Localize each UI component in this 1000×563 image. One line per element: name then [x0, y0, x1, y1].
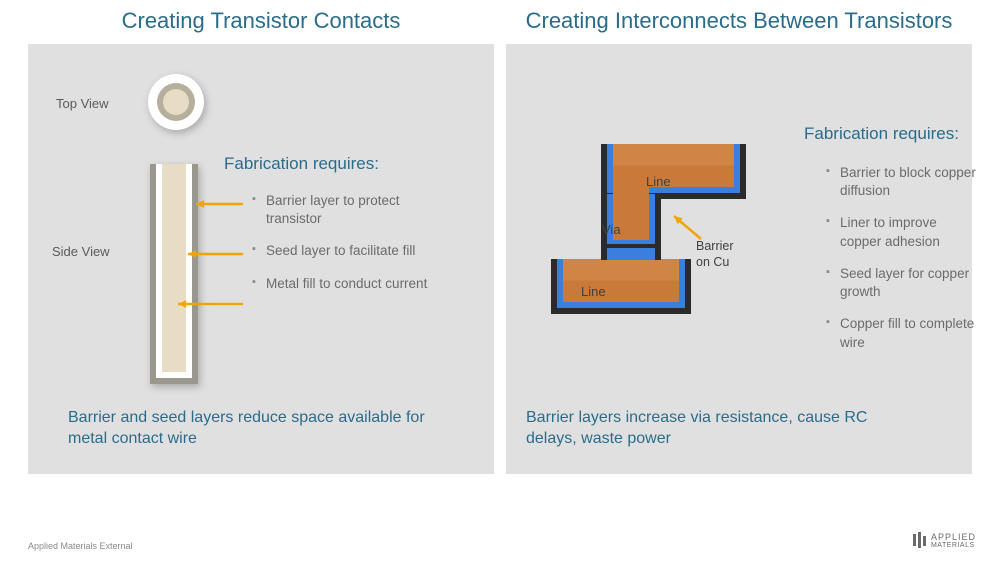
diagram-top-view-circle [148, 74, 204, 130]
label-top-view: Top View [56, 96, 109, 111]
requirement-item: Barrier to block copper diffusion [826, 164, 976, 200]
requirement-item: Copper fill to complete wire [826, 315, 976, 351]
label-line-top: Line [646, 174, 671, 189]
requirement-item: Metal fill to conduct current [252, 275, 452, 293]
label-barrier-on-cu: Barrieron Cu [696, 239, 734, 270]
summary-right: Barrier layers increase via resistance, … [526, 407, 912, 450]
panel-body-left: Top View Side View Fabrication requires:… [28, 44, 494, 474]
requirement-item: Seed layer to facilitate fill [252, 242, 452, 260]
logo-brand: APPLIED [931, 532, 976, 542]
summary-left: Barrier and seed layers reduce space ava… [68, 407, 454, 450]
requirements-list-right: Barrier to block copper diffusion Liner t… [826, 164, 976, 366]
diagram-interconnect [546, 134, 756, 324]
fabrication-heading-right: Fabrication requires: [804, 124, 959, 144]
label-line-bot: Line [581, 284, 606, 299]
company-logo: APPLIED MATERIALS [913, 532, 976, 554]
diagram-side-view-contact [150, 164, 198, 384]
logo-sub: MATERIALS [931, 542, 976, 549]
panel-body-right: Line Via Line Barrieron Cu Fabrication r… [506, 44, 972, 474]
panel-title-right: Creating Interconnects Between Transisto… [506, 8, 972, 34]
footer-text: Applied Materials External [28, 541, 133, 551]
label-via: Via [602, 222, 621, 237]
logo-icon [913, 532, 927, 548]
requirement-item: Liner to improve copper adhesion [826, 214, 976, 250]
fabrication-heading-left: Fabrication requires: [224, 154, 379, 174]
requirements-list-left: Barrier layer to protect transistor Seed … [252, 192, 452, 307]
panel-interconnects: Creating Interconnects Between Transisto… [506, 8, 972, 474]
panel-transistor-contacts: Creating Transistor Contacts Top View Si… [28, 8, 494, 474]
requirement-item: Seed layer for copper growth [826, 265, 976, 301]
label-side-view: Side View [52, 244, 110, 259]
panel-title-left: Creating Transistor Contacts [28, 8, 494, 34]
requirement-item: Barrier layer to protect transistor [252, 192, 452, 228]
